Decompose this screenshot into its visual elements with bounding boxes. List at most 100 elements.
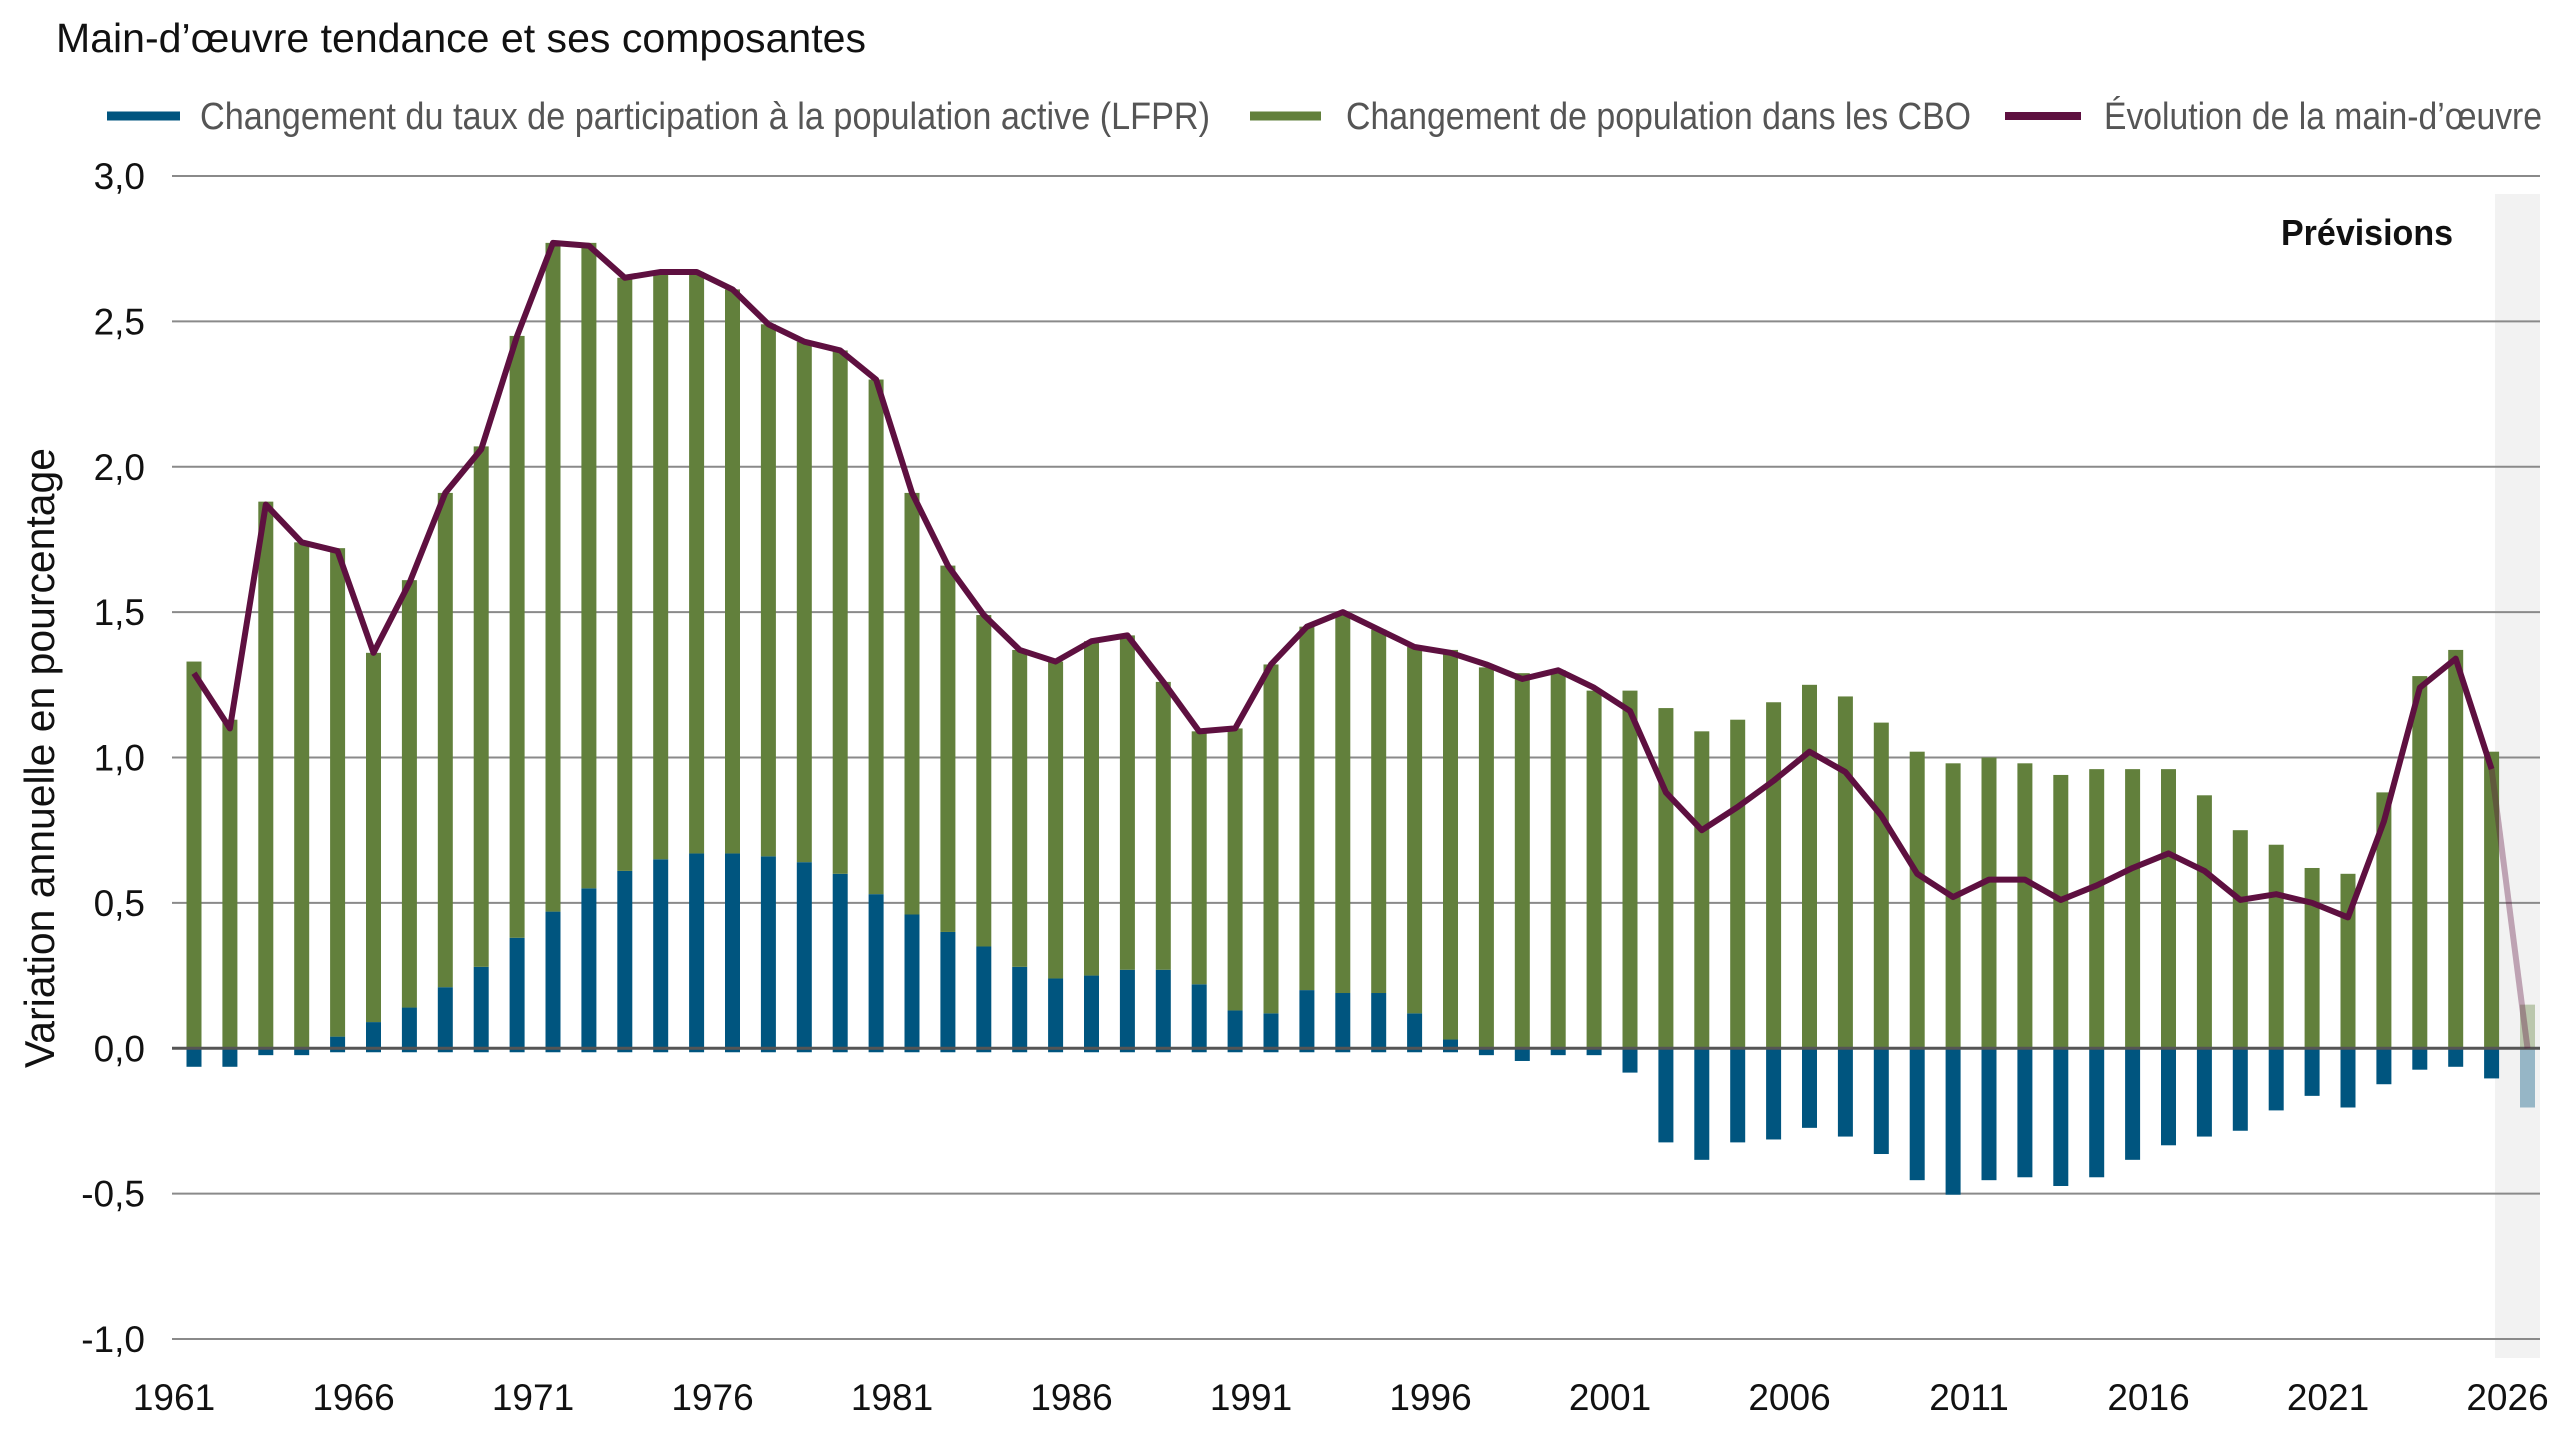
x-tick-label: 1996 <box>1389 1377 1471 1418</box>
bar-lfpr-2005 <box>1766 1048 1782 1140</box>
bar-lfpr-2014 <box>2089 1048 2105 1178</box>
bar-lfpr-1964 <box>294 1048 310 1056</box>
bar-lfpr-1963 <box>258 1048 274 1056</box>
bar-lfpr-2011 <box>1981 1048 1997 1181</box>
bar-lfpr-1993 <box>1335 993 1351 1053</box>
x-tick-label: 2011 <box>1929 1377 2009 1418</box>
bar-lfpr-1986 <box>1084 975 1099 1053</box>
bar-lfpr-2017 <box>2196 1048 2212 1137</box>
y-tick-label: 1,5 <box>94 592 145 633</box>
bar-lfpr-1973 <box>617 870 633 1053</box>
legend-item-lfpr: Changement du taux de participation à la… <box>107 96 1210 138</box>
bar-population-1975 <box>689 271 705 854</box>
bar-lfpr-1991 <box>1263 1013 1279 1053</box>
bar-population-1962 <box>222 719 238 1049</box>
x-tick-label: 1991 <box>1210 1377 1292 1418</box>
bar-lfpr-1974 <box>653 859 669 1053</box>
bar-lfpr-1979 <box>832 873 848 1053</box>
bar-lfpr-2003 <box>1694 1048 1710 1160</box>
bar-lfpr-2025 <box>2484 1048 2500 1079</box>
bar-population-2012 <box>2017 763 2033 1049</box>
bar-population-1968 <box>437 492 453 988</box>
bar-population-2015 <box>2125 769 2141 1049</box>
bar-lfpr-1983 <box>976 946 992 1053</box>
bar-lfpr-1984 <box>1012 966 1028 1053</box>
x-tick-label: 1971 <box>492 1377 574 1418</box>
bar-lfpr-2002 <box>1658 1048 1674 1143</box>
y-tick-label: 3,0 <box>94 156 145 197</box>
bar-population-2019 <box>2268 844 2284 1049</box>
y-tick-label: 1,0 <box>94 738 145 779</box>
bar-lfpr-1966 <box>366 1022 381 1053</box>
bar-population-1965 <box>330 548 346 1037</box>
bar-population-1983 <box>976 615 992 947</box>
bar-lfpr-2000 <box>1586 1048 1602 1056</box>
labor-force-line-historical <box>191 239 2495 921</box>
bar-population-2000 <box>1586 690 1602 1049</box>
bar-lfpr-1998 <box>1514 1048 1530 1061</box>
bar-lfpr-1994 <box>1371 993 1387 1053</box>
bar-lfpr-2008 <box>1873 1048 1889 1155</box>
labor-force-line <box>191 239 2531 1049</box>
bar-lfpr-1962 <box>222 1048 238 1067</box>
x-tick-label: 2026 <box>2466 1377 2548 1418</box>
legend-item-labor-force: Évolution de la main-d’œuvre <box>2005 95 2542 138</box>
bar-population-2013 <box>2053 774 2069 1049</box>
bar-population-2014 <box>2089 769 2105 1049</box>
bar-population-2022 <box>2376 792 2392 1049</box>
bar-lfpr-1995 <box>1407 1013 1423 1053</box>
bar-lfpr-1968 <box>437 987 453 1053</box>
legend-label-lfpr: Changement du taux de participation à la… <box>200 96 1210 138</box>
bar-population-2005 <box>1766 702 1782 1049</box>
bar-lfpr-2022 <box>2376 1048 2392 1085</box>
bar-lfpr-1987 <box>1119 969 1135 1053</box>
y-tick-label: -0,5 <box>81 1174 145 1215</box>
bar-lfpr-2013 <box>2053 1048 2069 1186</box>
bar-population-1982 <box>940 565 956 932</box>
bar-population-1993 <box>1335 612 1351 994</box>
bar-lfpr-1972 <box>581 888 597 1053</box>
bar-population-1969 <box>473 446 489 967</box>
bar-population-1974 <box>653 271 669 860</box>
bar-lfpr-2018 <box>2232 1048 2248 1131</box>
bar-population-1988 <box>1155 681 1171 970</box>
x-tick-label: 2016 <box>2107 1377 2189 1418</box>
bar-population-1970 <box>509 335 525 938</box>
bar-population-2016 <box>2161 769 2176 1049</box>
bars <box>186 242 2535 1195</box>
y-tick-label: -1,0 <box>81 1319 145 1360</box>
bar-population-1976 <box>725 289 740 854</box>
bar-population-1979 <box>832 350 848 874</box>
y-axis-ticks: 3,0 2,5 2,0 1,5 1,0 0,5 0,0 -0,5 -1,0 <box>81 156 145 1360</box>
bar-population-1985 <box>1048 661 1064 979</box>
legend-label-population: Changement de population dans les CBO <box>1346 96 1971 138</box>
bar-lfpr-2012 <box>2017 1048 2033 1178</box>
bar-population-2017 <box>2196 795 2212 1049</box>
x-tick-label: 1976 <box>671 1377 753 1418</box>
bar-population-1986 <box>1084 641 1099 976</box>
bar-population-2008 <box>1873 722 1889 1049</box>
bar-lfpr-2007 <box>1837 1048 1853 1137</box>
bar-lfpr-1997 <box>1478 1048 1494 1056</box>
bar-lfpr-2024 <box>2448 1048 2464 1067</box>
labor-force-line-forecast <box>2488 768 2531 1049</box>
bar-population-1978 <box>796 341 812 863</box>
bar-lfpr-2010 <box>1945 1048 1961 1195</box>
forecast-shade <box>2495 194 2540 1358</box>
bar-lfpr-2004 <box>1730 1048 1746 1143</box>
bar-population-1977 <box>760 324 776 857</box>
legend: Changement du taux de participation à la… <box>107 95 2542 138</box>
x-tick-label: 1981 <box>851 1377 933 1418</box>
bar-lfpr-1985 <box>1048 978 1064 1053</box>
bar-lfpr-1969 <box>473 966 489 1053</box>
bar-population-1972 <box>581 242 597 889</box>
bar-population-1967 <box>401 580 417 1008</box>
bar-population-2006 <box>1802 684 1817 1049</box>
bar-lfpr-2026 <box>2520 1048 2535 1108</box>
bar-population-2009 <box>1909 751 1925 1049</box>
bar-lfpr-1989 <box>1191 984 1207 1053</box>
bar-population-1981 <box>904 492 920 915</box>
bar-population-2018 <box>2232 830 2248 1049</box>
bar-population-1966 <box>366 652 381 1023</box>
bar-population-1997 <box>1478 667 1494 1049</box>
